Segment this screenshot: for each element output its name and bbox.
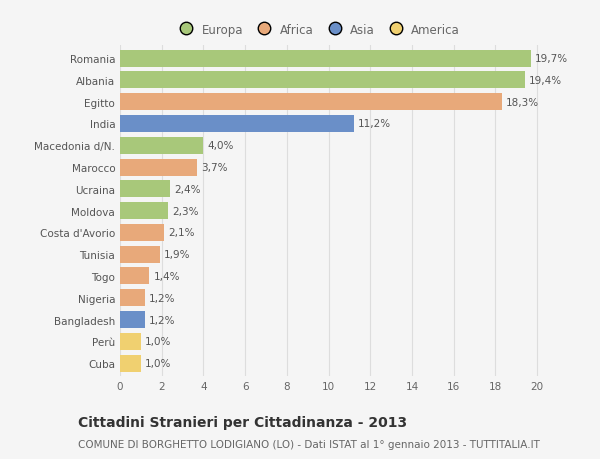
Bar xyxy=(120,203,168,219)
Text: 1,0%: 1,0% xyxy=(145,358,172,368)
Text: 4,0%: 4,0% xyxy=(208,141,234,151)
Bar xyxy=(120,72,524,89)
Bar xyxy=(120,268,149,285)
Legend: Europa, Africa, Asia, America: Europa, Africa, Asia, America xyxy=(170,19,464,41)
Text: 2,3%: 2,3% xyxy=(172,206,199,216)
Bar xyxy=(120,181,170,198)
Bar xyxy=(120,246,160,263)
Text: 1,4%: 1,4% xyxy=(154,271,180,281)
Text: 2,4%: 2,4% xyxy=(174,185,201,195)
Bar xyxy=(120,159,197,176)
Text: 1,2%: 1,2% xyxy=(149,315,176,325)
Bar xyxy=(120,94,502,111)
Text: 3,7%: 3,7% xyxy=(202,162,228,173)
Bar xyxy=(120,333,141,350)
Text: Cittadini Stranieri per Cittadinanza - 2013: Cittadini Stranieri per Cittadinanza - 2… xyxy=(78,415,407,429)
Text: 2,1%: 2,1% xyxy=(168,228,194,238)
Bar xyxy=(120,290,145,307)
Text: 19,4%: 19,4% xyxy=(529,76,562,86)
Bar xyxy=(120,224,164,241)
Bar xyxy=(120,50,531,67)
Text: 1,2%: 1,2% xyxy=(149,293,176,303)
Text: 1,9%: 1,9% xyxy=(164,250,190,260)
Bar xyxy=(120,116,353,133)
Bar xyxy=(120,137,203,154)
Text: 19,7%: 19,7% xyxy=(535,54,568,64)
Text: 11,2%: 11,2% xyxy=(358,119,391,129)
Text: 1,0%: 1,0% xyxy=(145,336,172,347)
Bar xyxy=(120,311,145,328)
Text: COMUNE DI BORGHETTO LODIGIANO (LO) - Dati ISTAT al 1° gennaio 2013 - TUTTITALIA.: COMUNE DI BORGHETTO LODIGIANO (LO) - Dat… xyxy=(78,439,540,449)
Text: 18,3%: 18,3% xyxy=(506,97,539,107)
Bar xyxy=(120,355,141,372)
